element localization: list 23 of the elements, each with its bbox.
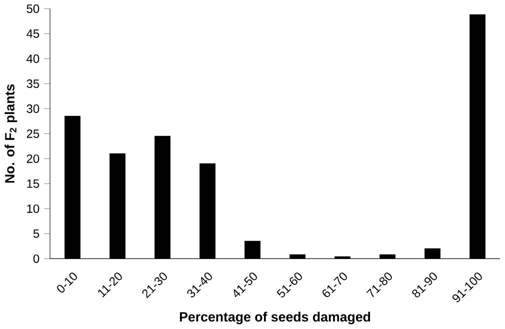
bar bbox=[154, 136, 170, 259]
bar bbox=[200, 164, 216, 259]
y-tick-label: 10 bbox=[27, 204, 40, 214]
y-tick-label: 0 bbox=[33, 254, 40, 264]
x-axis-title: Percentage of seeds damaged bbox=[180, 312, 370, 324]
bar bbox=[424, 248, 440, 259]
y-tick-label: 35 bbox=[26, 80, 40, 88]
bar bbox=[244, 241, 260, 259]
bar bbox=[110, 154, 126, 259]
y-tick-label: 20 bbox=[26, 154, 40, 164]
y-tick-label: 40 bbox=[26, 54, 40, 64]
y-tick-label: 50 bbox=[26, 4, 40, 14]
y-tick-label: 45 bbox=[26, 30, 40, 38]
y-tick-label: 5 bbox=[33, 230, 40, 238]
bar bbox=[64, 116, 80, 259]
y-tick-label: 15 bbox=[27, 180, 40, 188]
y-tick-label: 25 bbox=[26, 130, 40, 138]
bar bbox=[290, 254, 306, 259]
y-tick-label: 30 bbox=[26, 104, 40, 114]
x-tick-label: 0-10 bbox=[57, 272, 77, 293]
y-axis-title: No. of F$_{2}$ plants bbox=[4, 84, 18, 183]
bar bbox=[470, 14, 486, 259]
bar bbox=[380, 254, 396, 259]
